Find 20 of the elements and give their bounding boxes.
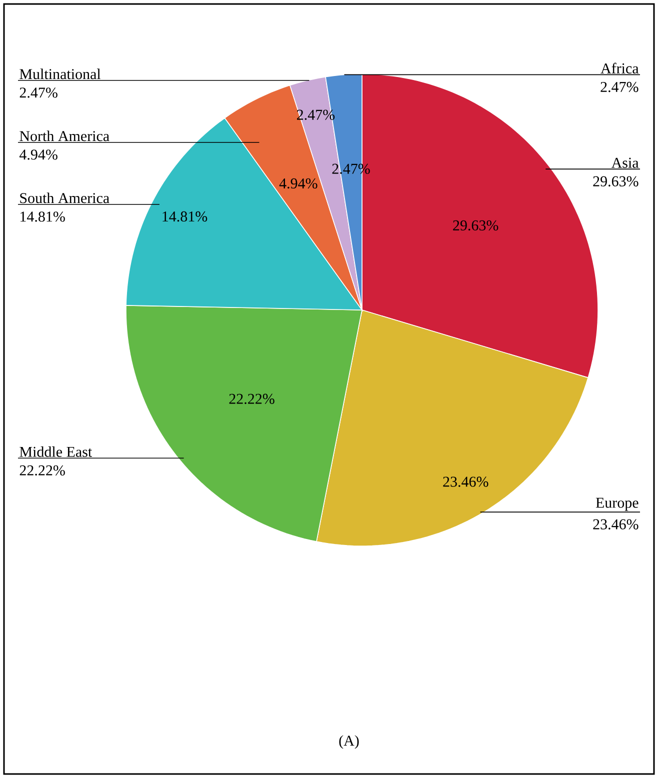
slice-label: South America xyxy=(20,192,110,204)
text: 2.47% xyxy=(600,82,638,92)
text: 23.46% xyxy=(593,519,638,530)
data-label: 22.22% xyxy=(229,394,274,404)
data-label: 23.46% xyxy=(443,476,488,487)
slice-label: Africa xyxy=(600,62,639,74)
data-label: 14.81% xyxy=(162,211,208,222)
slice-label: Asia xyxy=(611,158,639,168)
text: 29.63% xyxy=(593,176,638,186)
data-label: 29.63% xyxy=(453,220,498,231)
text: 14.81% xyxy=(20,212,65,222)
text: (A) xyxy=(339,735,359,749)
slice-label: Europe xyxy=(596,498,638,511)
data-label: 4.94% xyxy=(279,178,318,189)
slice-label: North America xyxy=(20,130,110,142)
text: 4.94% xyxy=(19,150,58,160)
slice-label: Middle East xyxy=(20,446,92,457)
slice-label: Multinational xyxy=(20,68,101,80)
text: 22.22% xyxy=(20,465,65,476)
text: 2.47% xyxy=(20,88,58,98)
